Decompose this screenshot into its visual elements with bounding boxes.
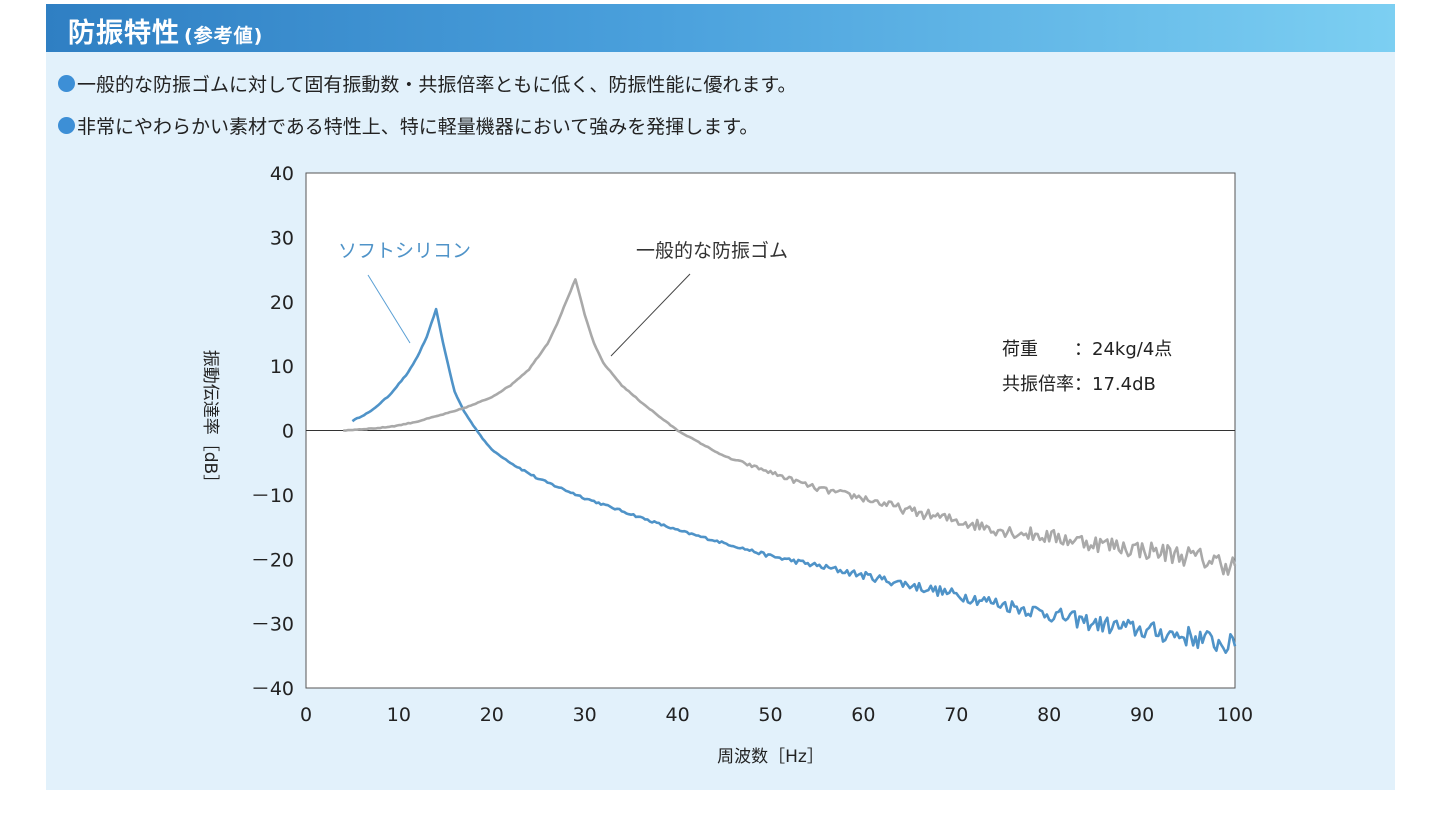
series-line-soft-silicone — [351, 307, 1237, 655]
x-tick-label: 30 — [573, 704, 597, 726]
soft-silicone-leader-line — [367, 274, 411, 344]
y-tick-label: 0 — [282, 421, 294, 443]
x-tick-label: 40 — [666, 704, 690, 726]
y-tick-label: －20 — [251, 549, 294, 571]
bullet-dot-icon — [58, 75, 75, 92]
rubber-label: 一般的な防振ゴム — [636, 240, 788, 262]
resonance-spec: 共振倍率：17.4dB — [1002, 374, 1156, 395]
y-tick-label: 10 — [270, 356, 294, 378]
x-tick-label: 80 — [1037, 704, 1061, 726]
y-tick-label: 20 — [270, 292, 294, 314]
x-tick-label: 100 — [1217, 704, 1253, 726]
x-tick-label: 60 — [851, 704, 875, 726]
x-tick-label: 0 — [300, 704, 312, 726]
y-tick-label: 40 — [270, 163, 294, 185]
soft-silicone-label: ソフトシリコン — [338, 240, 471, 262]
axis-layer: 0 10 20 30 40 50 60 70 80 90 100403020100－10－20－30… — [200, 163, 1253, 767]
bullet-dot-icon — [58, 117, 75, 134]
x-tick-label: 90 — [1130, 704, 1154, 726]
x-tick-label: 50 — [758, 704, 782, 726]
section-title: 防振特性 (参考値) — [68, 18, 264, 49]
x-tick-label: 70 — [944, 704, 968, 726]
series-line-rubber — [343, 278, 1237, 576]
y-axis-title: 振動伝達率［dB］ — [200, 350, 220, 491]
section-header: 防振特性 (参考値) — [46, 4, 1395, 52]
bullet-item: 一般的な防振ゴムに対して固有振動数・共振倍率ともに低く、防振性能に優れます。 — [58, 70, 797, 97]
bullet-text: 非常にやわらかい素材である特性上、特に軽量機器において強みを発揮します。 — [77, 116, 759, 138]
annotation-layer: ソフトシリコン 一般的な防振ゴム 荷重 ：24kg/4点 共振倍率：17.4dB — [338, 240, 1172, 395]
bullet-text: 一般的な防振ゴムに対して固有振動数・共振倍率ともに低く、防振性能に優れます。 — [77, 74, 797, 96]
y-tick-label: －40 — [251, 678, 294, 700]
rubber-leader-line — [610, 273, 691, 357]
series-layer — [343, 278, 1237, 655]
x-tick-label: 10 — [387, 704, 411, 726]
bullet-item: 非常にやわらかい素材である特性上、特に軽量機器において強みを発揮します。 — [58, 112, 758, 139]
x-axis-title: 周波数［Hz］ — [717, 747, 824, 767]
section-subtitle: (参考値) — [184, 25, 264, 47]
y-tick-label: －10 — [251, 485, 294, 507]
load-spec: 荷重 ：24kg/4点 — [1002, 339, 1172, 360]
x-tick-label: 20 — [480, 704, 504, 726]
y-tick-label: －30 — [251, 614, 294, 636]
y-tick-label: 30 — [270, 227, 294, 249]
